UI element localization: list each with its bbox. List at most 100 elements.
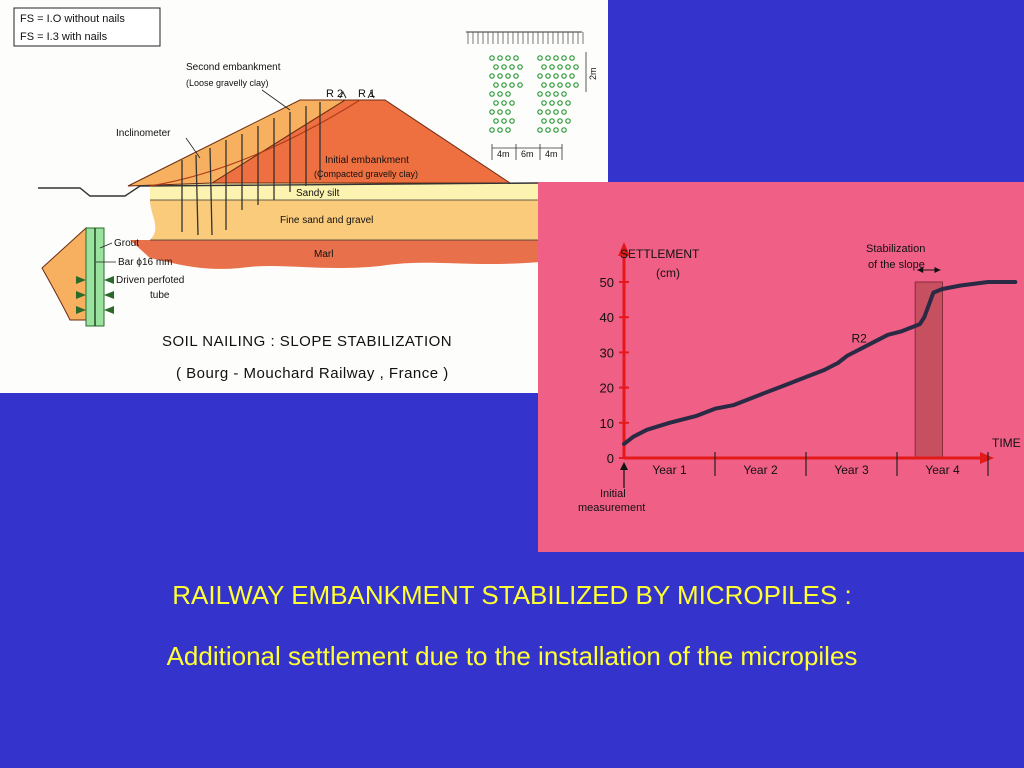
dim-4m-a: 4m xyxy=(497,149,510,159)
diagram-subtitle: ( Bourg - Mouchard Railway , France ) xyxy=(176,365,449,382)
plan-nail-dot xyxy=(545,127,551,133)
x-category-label: Year 3 xyxy=(834,463,869,477)
plan-nail-dot xyxy=(541,82,547,88)
label-initial-embankment-sub: (Compacted gravelly clay) xyxy=(314,169,418,179)
slip-surface xyxy=(149,99,361,187)
plan-ticks xyxy=(467,32,584,44)
initial-measurement-arrowhead xyxy=(620,462,628,470)
plan-nail-dot xyxy=(537,91,543,97)
plan-nail-dot xyxy=(537,55,543,61)
plan-nail-dot xyxy=(497,109,503,115)
plan-nail-dot xyxy=(501,82,507,88)
grout-arrow xyxy=(76,276,86,284)
plan-nail-dot xyxy=(553,73,559,79)
settlement-chart-panel: 0 10 20 30 40 50 Year 1 Year 2 Year 3 Year 4 SET… xyxy=(538,182,1024,552)
x-category-labels: Year 1 Year 2 Year 3 Year 4 xyxy=(652,452,989,477)
y-tick-label: 40 xyxy=(600,310,614,325)
settlement-chart: 0 10 20 30 40 50 Year 1 Year 2 Year 3 Year 4 SET… xyxy=(578,242,1021,514)
plan-nail-dot xyxy=(557,100,563,106)
label-r1: R 1 xyxy=(358,88,375,100)
grout-arrow xyxy=(104,276,114,284)
diagram-title: SOIL NAILING : SLOPE STABILIZATION xyxy=(162,333,452,350)
y-tick-label: 10 xyxy=(600,416,614,431)
plan-nail-dot xyxy=(553,127,559,133)
plan-nail-dot xyxy=(565,82,571,88)
dim-2m: 2m xyxy=(588,67,598,80)
plan-nail-dot xyxy=(573,82,579,88)
plan-nail-dot xyxy=(509,64,515,70)
label-sandy-silt: Sandy silt xyxy=(296,188,340,199)
x-axis-arrow xyxy=(980,452,994,464)
plan-nail-dot xyxy=(553,55,559,61)
plan-nail-dot xyxy=(509,100,515,106)
dim-4m-b: 4m xyxy=(545,149,558,159)
plan-nail-dot xyxy=(557,118,563,124)
soil-nailing-diagram-panel: FS = I.O without nails FS = I.3 with nai… xyxy=(0,0,608,393)
plan-nail-dot xyxy=(561,91,567,97)
label-driven-tube-1: Driven perfoted xyxy=(116,275,184,286)
plan-nail-dot xyxy=(509,118,515,124)
plan-nail-dot xyxy=(489,91,495,97)
plan-nail-dot xyxy=(541,100,547,106)
y-tick-label: 50 xyxy=(600,275,614,290)
label-fine-sand-gravel: Fine sand and gravel xyxy=(280,215,373,226)
plan-nail-dot xyxy=(545,73,551,79)
y-axis-label: SETTLEMENT xyxy=(620,247,700,261)
grout-arrow xyxy=(104,306,114,314)
y-axis-arrow xyxy=(618,242,630,256)
label-inclinometer: Inclinometer xyxy=(116,128,171,139)
plan-nail-dot xyxy=(549,100,555,106)
plan-nail-dot xyxy=(517,82,523,88)
marl-layer xyxy=(130,240,540,269)
plan-nail-dot xyxy=(505,127,511,133)
fs-box xyxy=(13,7,161,47)
plan-nail-dot xyxy=(501,64,507,70)
plan-nail-dot xyxy=(553,109,559,115)
stabilization-label-1: Stabilization xyxy=(866,243,925,255)
plan-nail-dot xyxy=(545,91,551,97)
plan-nail-dot xyxy=(565,100,571,106)
fs-line-2: FS = I.3 with nails xyxy=(20,31,108,43)
label-bar: Bar ϕ16 mm xyxy=(118,257,173,268)
y-tick-label: 20 xyxy=(600,381,614,396)
stabilization-band xyxy=(914,281,944,459)
ground-line xyxy=(38,182,541,197)
nail xyxy=(195,154,199,236)
plan-nail-dot xyxy=(565,118,571,124)
plan-nail-dot xyxy=(557,82,563,88)
caption-title: RAILWAY EMBANKMENT STABILIZED BY MICROPI… xyxy=(172,580,852,610)
plan-nail-dot xyxy=(549,64,555,70)
label-marl: Marl xyxy=(314,249,333,260)
micropile-nails xyxy=(181,102,321,236)
leader-second-embankment xyxy=(261,89,291,111)
x-category-label: Year 4 xyxy=(925,463,960,477)
nail-plan-view: 4m 6m 4m 2m xyxy=(466,31,598,160)
plan-nail-dot xyxy=(541,118,547,124)
plan-nail-dot xyxy=(561,109,567,115)
plan-nail-dot xyxy=(493,118,499,124)
plan-nail-dot xyxy=(541,64,547,70)
plan-nail-dot xyxy=(545,109,551,115)
plan-nail-dot xyxy=(565,64,571,70)
plan-nail-dot xyxy=(501,118,507,124)
initial-label-2: measurement xyxy=(578,502,645,514)
plan-nail-dot xyxy=(561,73,567,79)
plan-nail-dot xyxy=(569,55,575,61)
plan-nail-dot xyxy=(549,82,555,88)
nail xyxy=(209,147,213,236)
stabilization-arrowheads xyxy=(917,267,941,273)
rail-markers xyxy=(339,90,375,99)
plan-nail-dot xyxy=(545,55,551,61)
y-tick-labels: 0 10 20 30 40 50 xyxy=(600,275,629,466)
label-second-embankment: Second embankment xyxy=(186,62,281,73)
plan-nail-dot xyxy=(489,109,495,115)
settlement-curve-r2 xyxy=(622,280,1018,446)
caption-subtitle: Additional settlement due to the install… xyxy=(166,641,858,671)
label-driven-tube-2: tube xyxy=(150,290,170,301)
grout-arrow xyxy=(76,291,86,299)
plan-nail-dot xyxy=(497,55,503,61)
grout-arrow xyxy=(76,306,86,314)
y-tick-label: 30 xyxy=(600,345,614,360)
grout-arrows xyxy=(76,276,114,314)
